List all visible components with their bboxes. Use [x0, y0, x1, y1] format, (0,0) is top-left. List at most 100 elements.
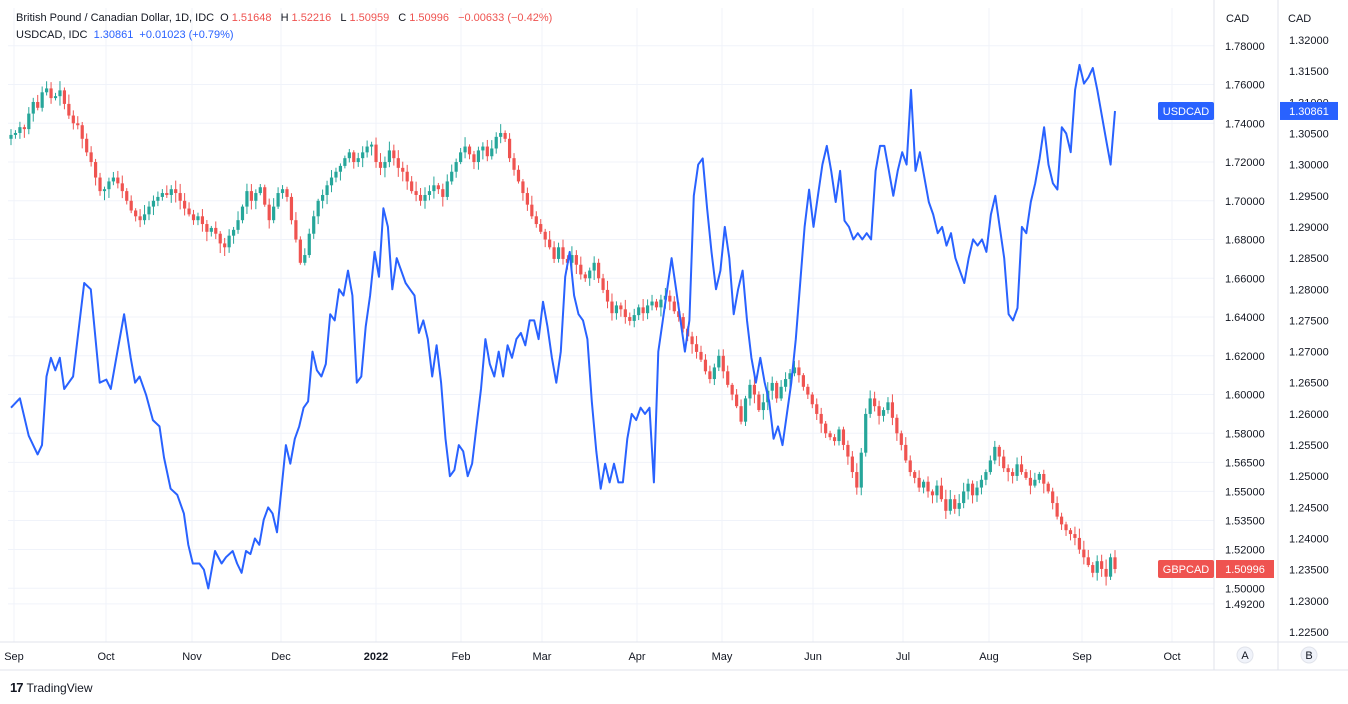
legend-close-label: C [398, 12, 407, 24]
candle-body [592, 262, 596, 271]
candle-body [102, 189, 107, 192]
candle-body [459, 152, 463, 163]
candle-body [392, 150, 396, 159]
candle [957, 494, 961, 517]
candle [881, 407, 886, 422]
candle-body [436, 185, 440, 190]
candle [267, 198, 271, 229]
candle-body [988, 460, 992, 473]
candle [432, 176, 436, 199]
candle [147, 201, 151, 221]
axis-a-tick: 1.76000 [1225, 80, 1265, 92]
candle [321, 189, 325, 209]
candle [49, 82, 53, 104]
candle [325, 180, 329, 205]
candle-body [507, 138, 512, 159]
candle-body [31, 101, 35, 114]
candle [797, 360, 801, 383]
candle-body [752, 384, 757, 395]
axis-a-tick: 1.53500 [1225, 515, 1265, 527]
axis-a-tick: 1.62000 [1225, 351, 1265, 363]
candle [98, 172, 102, 196]
candle [472, 150, 476, 170]
candle [1037, 471, 1041, 484]
legend-close-value: 1.50996 [409, 12, 450, 24]
candle [107, 177, 111, 198]
candle [672, 296, 676, 314]
axis-b-tick: 1.24500 [1289, 502, 1329, 514]
candle [169, 185, 173, 203]
candle-body [58, 90, 62, 97]
candle [369, 141, 374, 156]
candle-body [899, 433, 903, 445]
candle [187, 202, 191, 217]
candle-body [645, 305, 650, 314]
x-axis-tick: Sep [1072, 651, 1092, 663]
candle-body [405, 171, 409, 182]
candle [717, 349, 721, 372]
candle-body [387, 150, 391, 163]
candle-body [637, 307, 641, 316]
candle [1033, 472, 1037, 488]
candle-body [236, 220, 240, 230]
candle-body [227, 235, 231, 248]
axis-a-tick: 1.66000 [1225, 273, 1265, 285]
candle [908, 455, 912, 477]
candle [343, 155, 347, 169]
candle [312, 210, 316, 239]
x-axis-tick: Oct [97, 651, 114, 663]
candle-body [1011, 472, 1015, 476]
candle [276, 187, 280, 209]
candle-body [1019, 464, 1024, 473]
candle-body [512, 158, 516, 170]
candle-body [877, 406, 881, 416]
candle [864, 408, 868, 457]
candle-body [9, 134, 13, 139]
candle [1086, 549, 1090, 568]
candle-body [779, 386, 783, 399]
candle-body [445, 181, 449, 197]
axis-a-unit-label: CAD [1226, 13, 1249, 25]
x-axis-tick: Apr [628, 651, 645, 663]
candle-body [71, 115, 75, 124]
candle [231, 226, 236, 244]
candle [316, 198, 320, 225]
candle-body [859, 452, 863, 488]
x-axis-tick: Aug [979, 651, 999, 663]
candle [272, 198, 276, 224]
candle-body [303, 255, 307, 263]
candle [815, 398, 819, 420]
candle [410, 176, 414, 194]
candle-body [917, 477, 921, 488]
candle [984, 469, 988, 486]
candle [628, 312, 632, 326]
candle-body [147, 206, 151, 215]
candle [205, 220, 209, 242]
candle [27, 107, 31, 135]
axis-b-tick: 1.29500 [1289, 191, 1329, 203]
axis-a-tick: 1.52000 [1225, 545, 1265, 557]
axis-a-tick: 1.78000 [1225, 41, 1265, 53]
candle-body [1068, 530, 1073, 535]
candle [708, 365, 712, 384]
x-axis-tick: Feb [452, 651, 471, 663]
candle [953, 494, 957, 514]
tradingview-footer[interactable]: 17 TradingView [10, 680, 93, 695]
candle-body [694, 344, 699, 352]
candle-body [1033, 479, 1037, 486]
candle-body [832, 437, 837, 442]
candle [988, 455, 992, 475]
candle [1073, 526, 1077, 546]
candle [307, 228, 311, 258]
candle-body [1082, 549, 1086, 558]
candle [334, 167, 338, 183]
axis-a-tick: 1.70000 [1225, 196, 1265, 208]
candle-body [583, 274, 587, 279]
candle-body [1037, 473, 1041, 480]
usdcad-value-badge-label: 1.30861 [1289, 106, 1329, 118]
candle [454, 158, 458, 178]
candle-body [543, 231, 547, 240]
candle-body [1028, 477, 1033, 486]
candle-body [561, 247, 565, 259]
candle-body [169, 189, 173, 195]
